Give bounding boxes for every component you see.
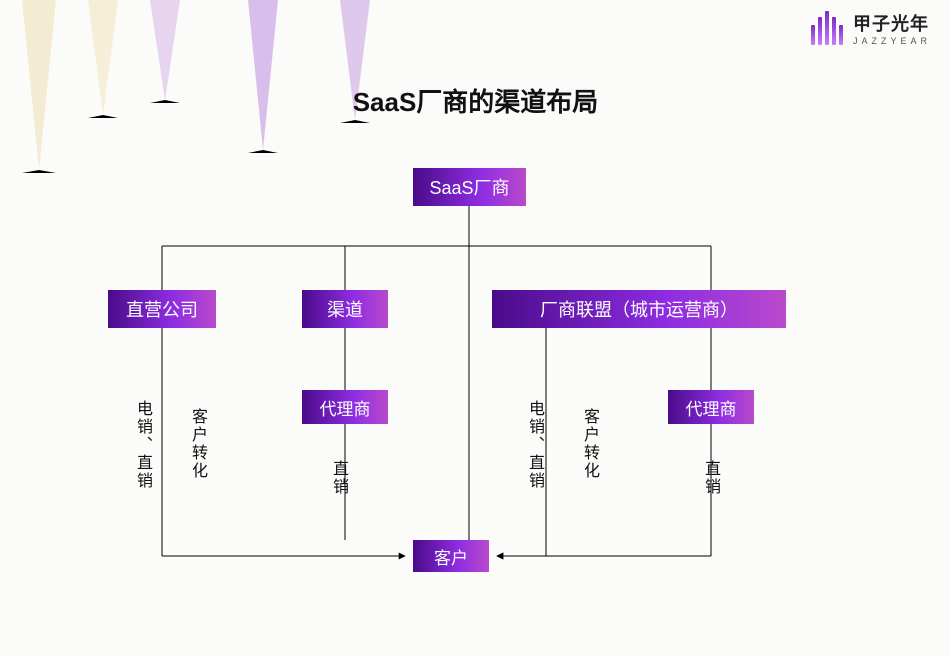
page-title: SaaS厂商的渠道布局	[353, 82, 599, 119]
brand-name-cn: 甲子光年	[853, 10, 931, 36]
node-alliance: 厂商联盟（城市运营商）	[492, 290, 786, 328]
node-saas-vendor: SaaS厂商	[413, 168, 526, 206]
node-direct-company: 直营公司	[108, 290, 216, 328]
brand-logo: 甲子光年 JAZZYEAR	[811, 10, 931, 46]
node-customer: 客户	[413, 540, 489, 572]
logo-text: 甲子光年 JAZZYEAR	[853, 10, 931, 46]
edge-label-telesales-1: 电销、直销	[130, 400, 154, 490]
node-channel: 渠道	[302, 290, 388, 328]
brand-name-en: JAZZYEAR	[853, 36, 931, 46]
edge-label-directsale-1: 直销	[326, 460, 350, 496]
edge-label-directsale-2: 直销	[698, 460, 722, 496]
node-agent-2: 代理商	[668, 390, 754, 424]
edge-label-conversion-2: 客户转化	[577, 408, 601, 480]
edge-label-conversion-1: 客户转化	[185, 408, 209, 480]
edge-label-telesales-2: 电销、直销	[522, 400, 546, 490]
node-agent-1: 代理商	[302, 390, 388, 424]
logo-bars-icon	[811, 11, 843, 45]
